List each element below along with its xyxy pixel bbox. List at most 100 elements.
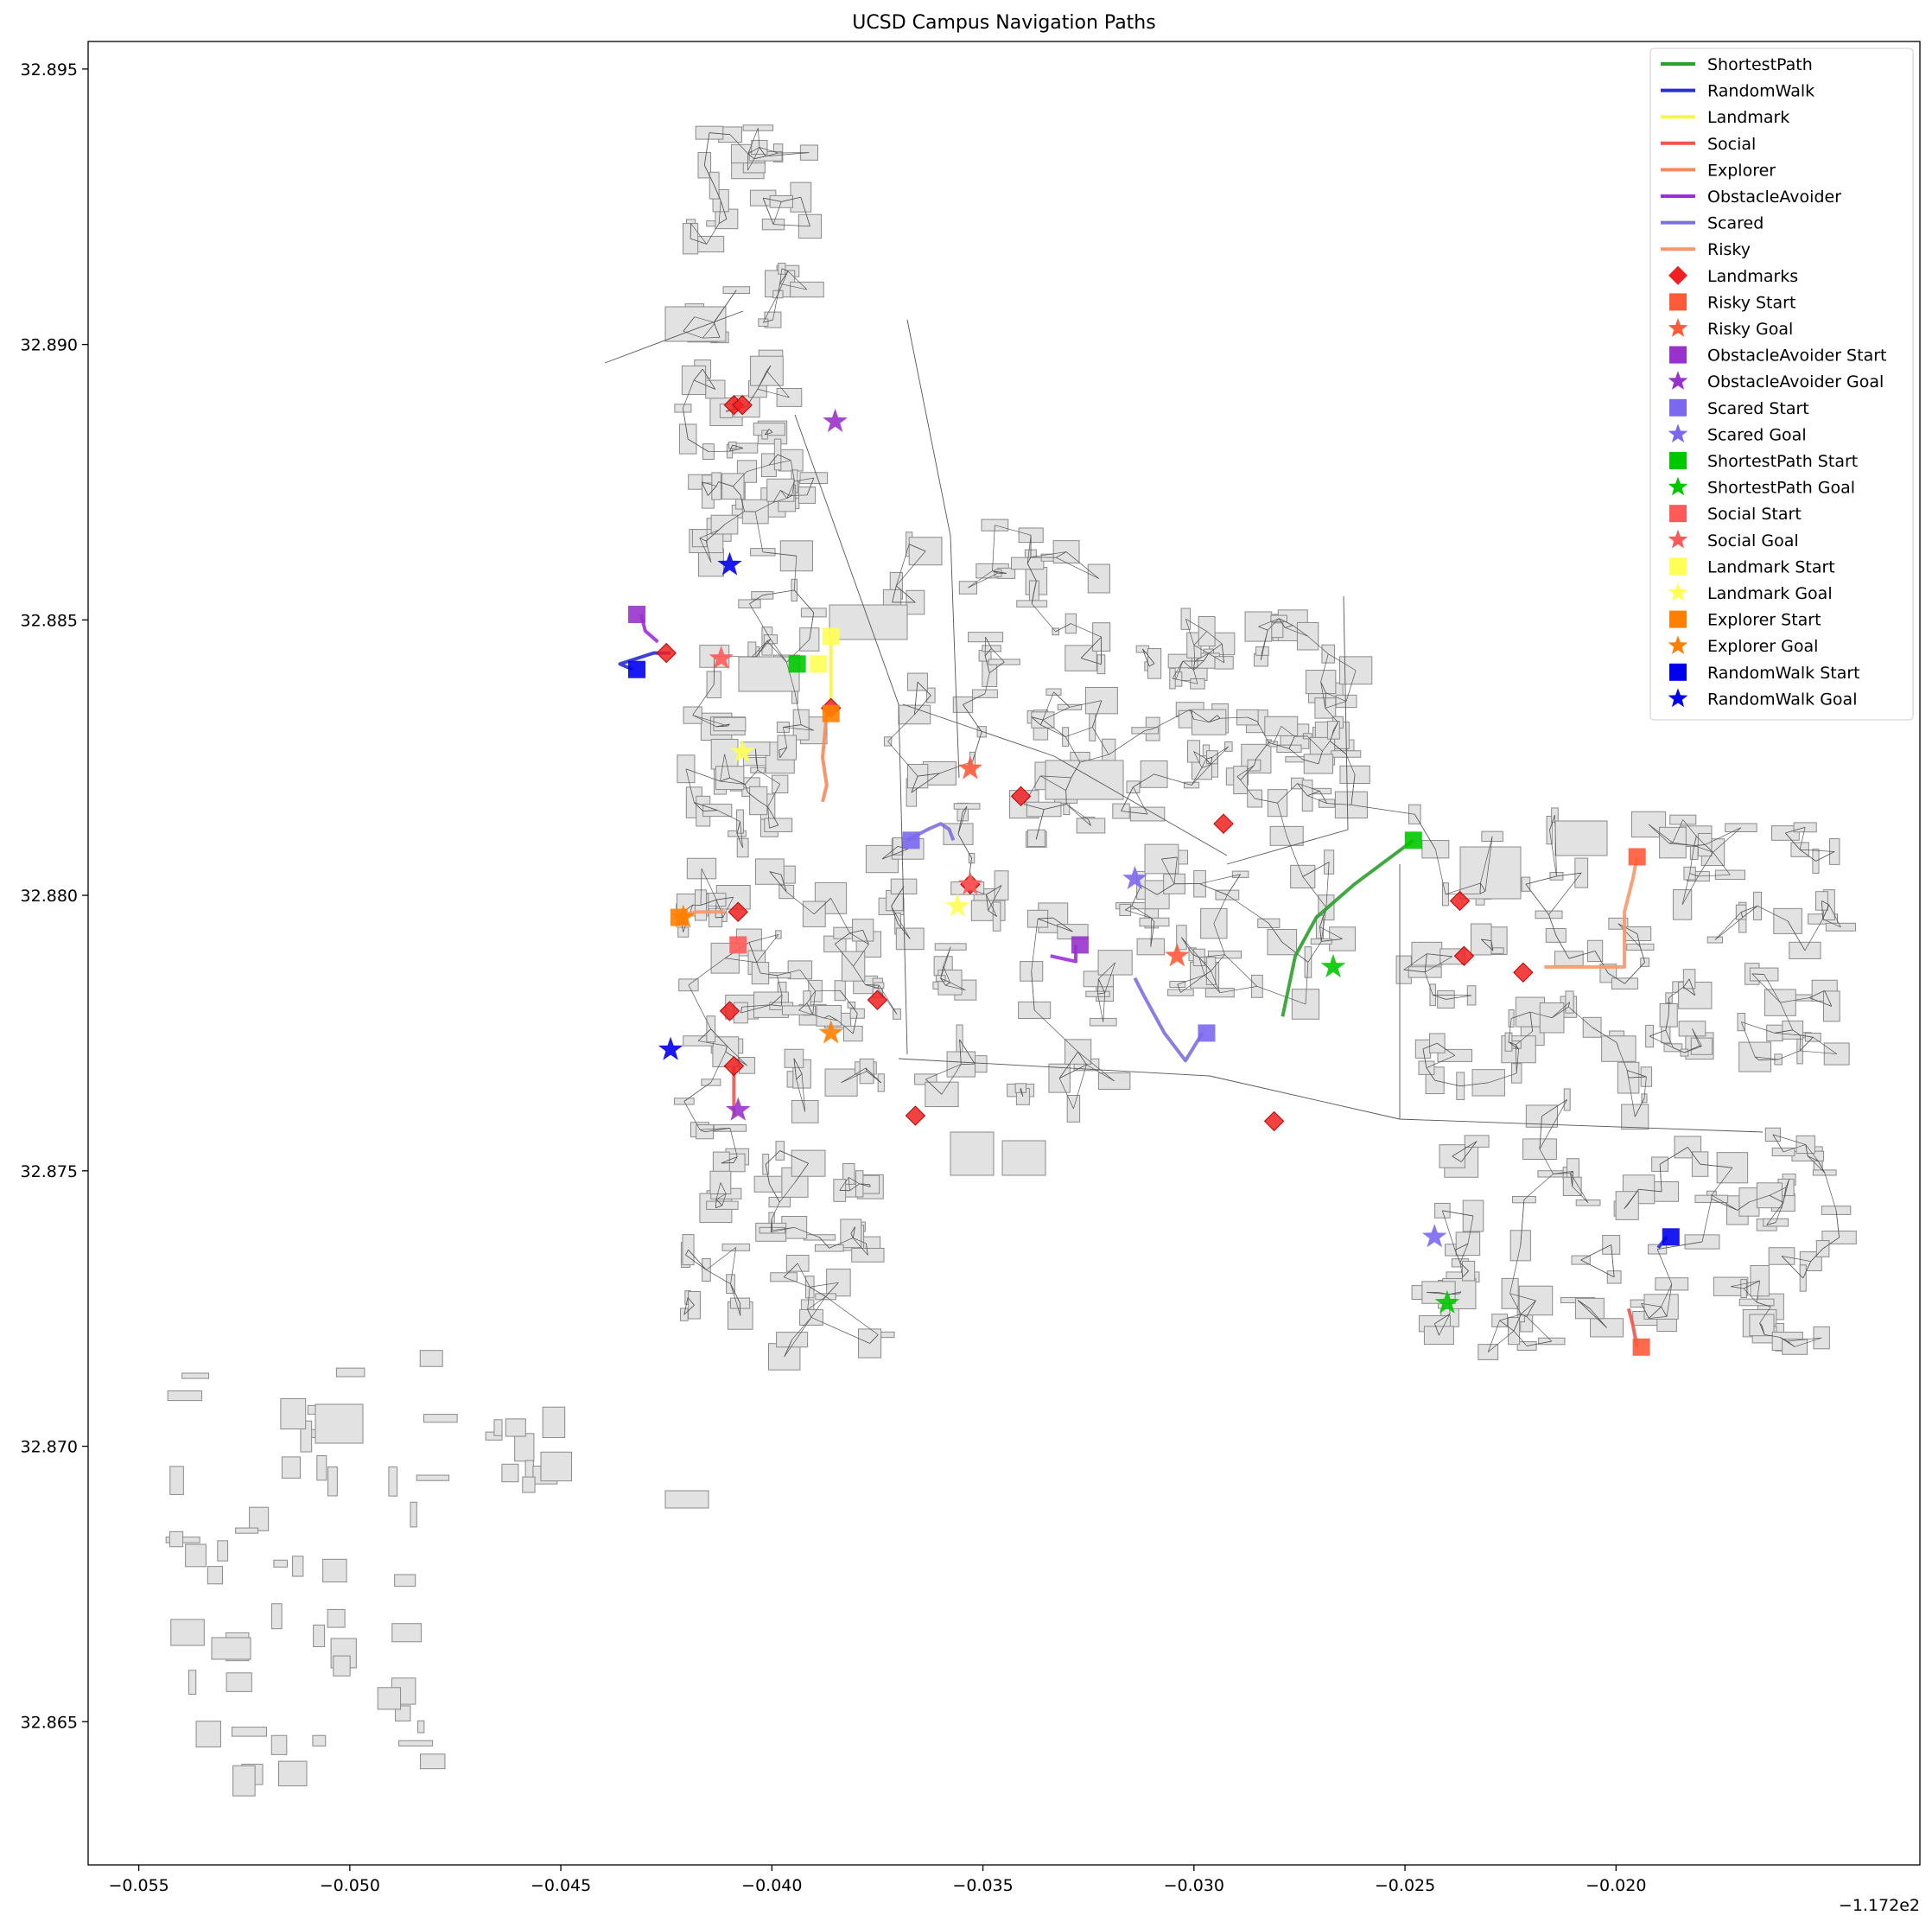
walkway <box>1261 651 1263 660</box>
walkway <box>1306 735 1323 752</box>
walkway <box>1539 1149 1554 1174</box>
walkway <box>849 1183 860 1192</box>
walkway <box>1433 994 1446 1000</box>
legend-entry: Landmarks <box>1668 265 1798 286</box>
walkway <box>1273 726 1282 745</box>
walkway <box>1759 1322 1763 1326</box>
walkway <box>823 1017 838 1021</box>
legend-entry: Risky Goal <box>1668 318 1793 339</box>
goal-marker-randomwalk <box>658 1036 683 1060</box>
walkway <box>724 754 731 779</box>
path-risky <box>1544 856 1639 969</box>
walkway <box>972 731 982 762</box>
walkway <box>683 316 696 332</box>
x-tick-label: −0.030 <box>1164 1876 1224 1895</box>
walkway <box>762 551 797 557</box>
walkway <box>835 944 854 967</box>
walkway <box>729 134 749 155</box>
building <box>766 478 795 502</box>
walkway <box>1205 758 1211 766</box>
walkway <box>771 995 783 1005</box>
walkway <box>729 448 743 452</box>
walkway <box>887 714 915 742</box>
walkway <box>1080 658 1102 665</box>
walkway <box>1666 1283 1673 1317</box>
walkway <box>706 1269 731 1284</box>
walkway <box>1226 595 1349 865</box>
walkway <box>1665 1015 1669 1031</box>
walkway <box>716 896 734 900</box>
building <box>292 1556 304 1577</box>
walkway <box>1350 805 1415 815</box>
walkway <box>1031 581 1037 604</box>
landmark-marker <box>728 901 748 922</box>
x-tick-label: −0.025 <box>1375 1876 1435 1895</box>
walkway <box>1030 557 1057 558</box>
walkway <box>1208 715 1217 722</box>
walkway <box>1055 623 1071 633</box>
walkway <box>783 1263 798 1278</box>
legend-entry: Explorer Start <box>1669 610 1821 630</box>
walkway <box>706 529 720 542</box>
walkway <box>779 283 808 290</box>
building <box>170 1619 205 1646</box>
walkway <box>713 321 721 338</box>
building <box>315 1403 364 1444</box>
building <box>1825 922 1857 932</box>
walkway <box>753 156 766 160</box>
walkway <box>1523 1174 1554 1200</box>
walkway <box>1297 783 1308 796</box>
landmark-marker <box>732 395 753 416</box>
walkway <box>756 639 772 658</box>
walkway <box>849 930 863 934</box>
walkway <box>683 408 689 440</box>
walkway <box>1627 1070 1647 1078</box>
walkway <box>1526 1300 1536 1317</box>
walkway <box>1516 1049 1519 1073</box>
walkway <box>1580 1244 1611 1261</box>
walkway <box>715 1199 723 1206</box>
building <box>333 1655 351 1677</box>
walkway <box>1756 1281 1761 1303</box>
walkway <box>766 640 787 663</box>
legend-entry: Scared Goal <box>1668 423 1807 444</box>
building <box>270 1603 283 1630</box>
walkway <box>1042 706 1071 721</box>
walkway <box>1568 1006 1592 1028</box>
walkway <box>693 368 703 381</box>
walkway <box>881 849 908 860</box>
walkway <box>1193 660 1204 671</box>
walkway <box>1480 836 1493 884</box>
building <box>394 1574 416 1588</box>
walkway <box>763 197 782 202</box>
building <box>1682 969 1696 989</box>
walkway <box>1125 905 1132 911</box>
y-tick-label: 32.885 <box>21 611 78 630</box>
walkway <box>1185 619 1195 646</box>
walkway <box>1665 1029 1674 1048</box>
walkway <box>1551 1002 1570 1019</box>
walkway <box>694 802 703 811</box>
legend-star-swatch <box>1668 423 1688 443</box>
walkway <box>763 294 779 323</box>
walkway <box>819 1237 830 1249</box>
walkway <box>687 438 709 452</box>
walkway <box>702 337 721 339</box>
x-tick-label: −0.050 <box>320 1876 380 1895</box>
walkway <box>1714 917 1743 940</box>
building <box>1097 1072 1131 1090</box>
walkway <box>1329 735 1333 741</box>
walkway <box>736 833 743 849</box>
walkway <box>1198 957 1211 971</box>
walkway <box>767 806 770 829</box>
walkway <box>1424 971 1433 996</box>
walkway <box>754 511 764 552</box>
walkway <box>1145 729 1153 731</box>
walkway <box>1508 1041 1519 1050</box>
walkway <box>984 637 986 656</box>
walkway <box>715 917 723 919</box>
walkway <box>764 429 770 436</box>
walkway <box>1835 1210 1840 1238</box>
legend-label: ObstacleAvoider <box>1707 188 1841 207</box>
building <box>1045 760 1124 800</box>
